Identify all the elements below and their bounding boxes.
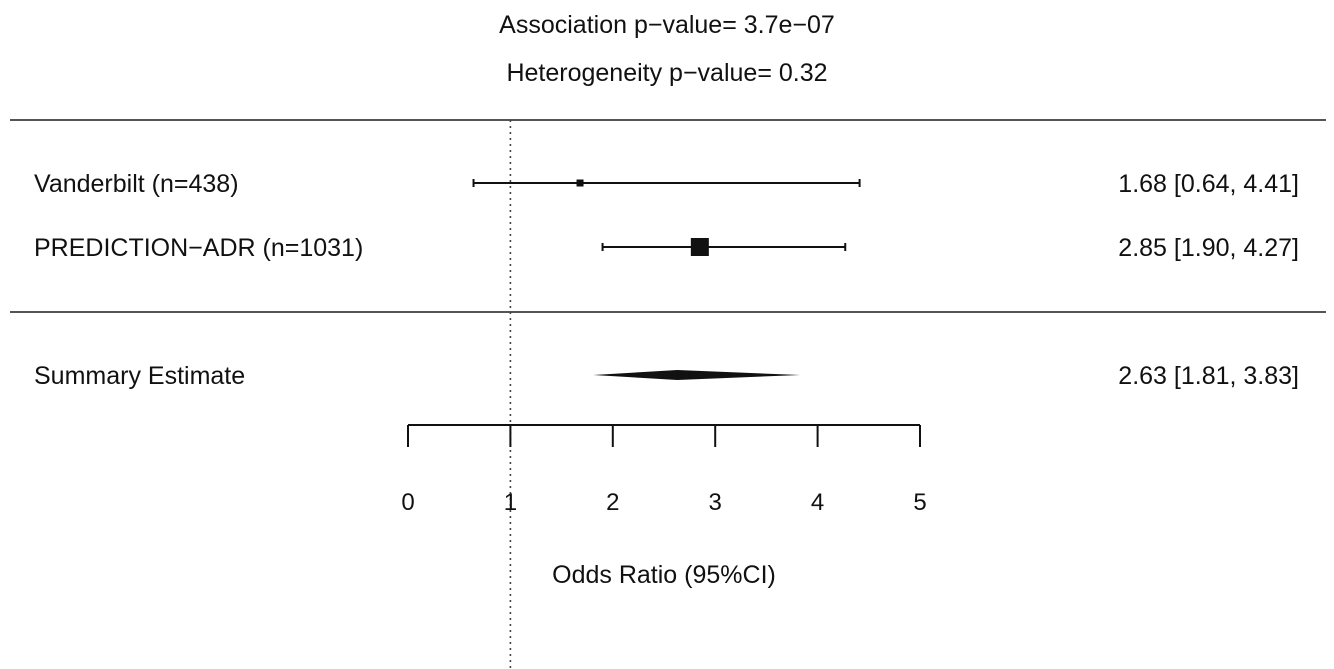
x-axis-title: Odds Ratio (95%CI): [552, 561, 776, 589]
x-tick-label: 2: [606, 489, 619, 516]
study-name: Vanderbilt (n=438): [34, 170, 239, 198]
summary-name: Summary Estimate: [34, 362, 245, 390]
x-tick-label: 1: [504, 489, 517, 516]
summary-estimate-label: 2.63 [1.81, 3.83]: [1118, 362, 1299, 390]
estimate-label: 1.68 [0.64, 4.41]: [1118, 170, 1299, 198]
x-tick-label: 0: [401, 489, 414, 516]
point-estimate: [690, 238, 709, 256]
x-tick-label: 5: [913, 489, 926, 516]
point-estimate: [576, 179, 584, 187]
association-p-value: Association p−value= 3.7e−07: [499, 11, 835, 39]
study-name: PREDICTION−ADR (n=1031): [34, 234, 363, 262]
heterogeneity-p-value: Heterogeneity p−value= 0.32: [506, 59, 827, 87]
summary-diamond: [593, 370, 801, 380]
plot-area: Vanderbilt (n=438) 1.68 [0.64, 4.41] PREDI…: [34, 120, 1299, 669]
estimate-label: 2.85 [1.90, 4.27]: [1118, 234, 1299, 262]
x-tick-label: 4: [811, 489, 824, 516]
x-tick-label: 3: [709, 489, 722, 516]
